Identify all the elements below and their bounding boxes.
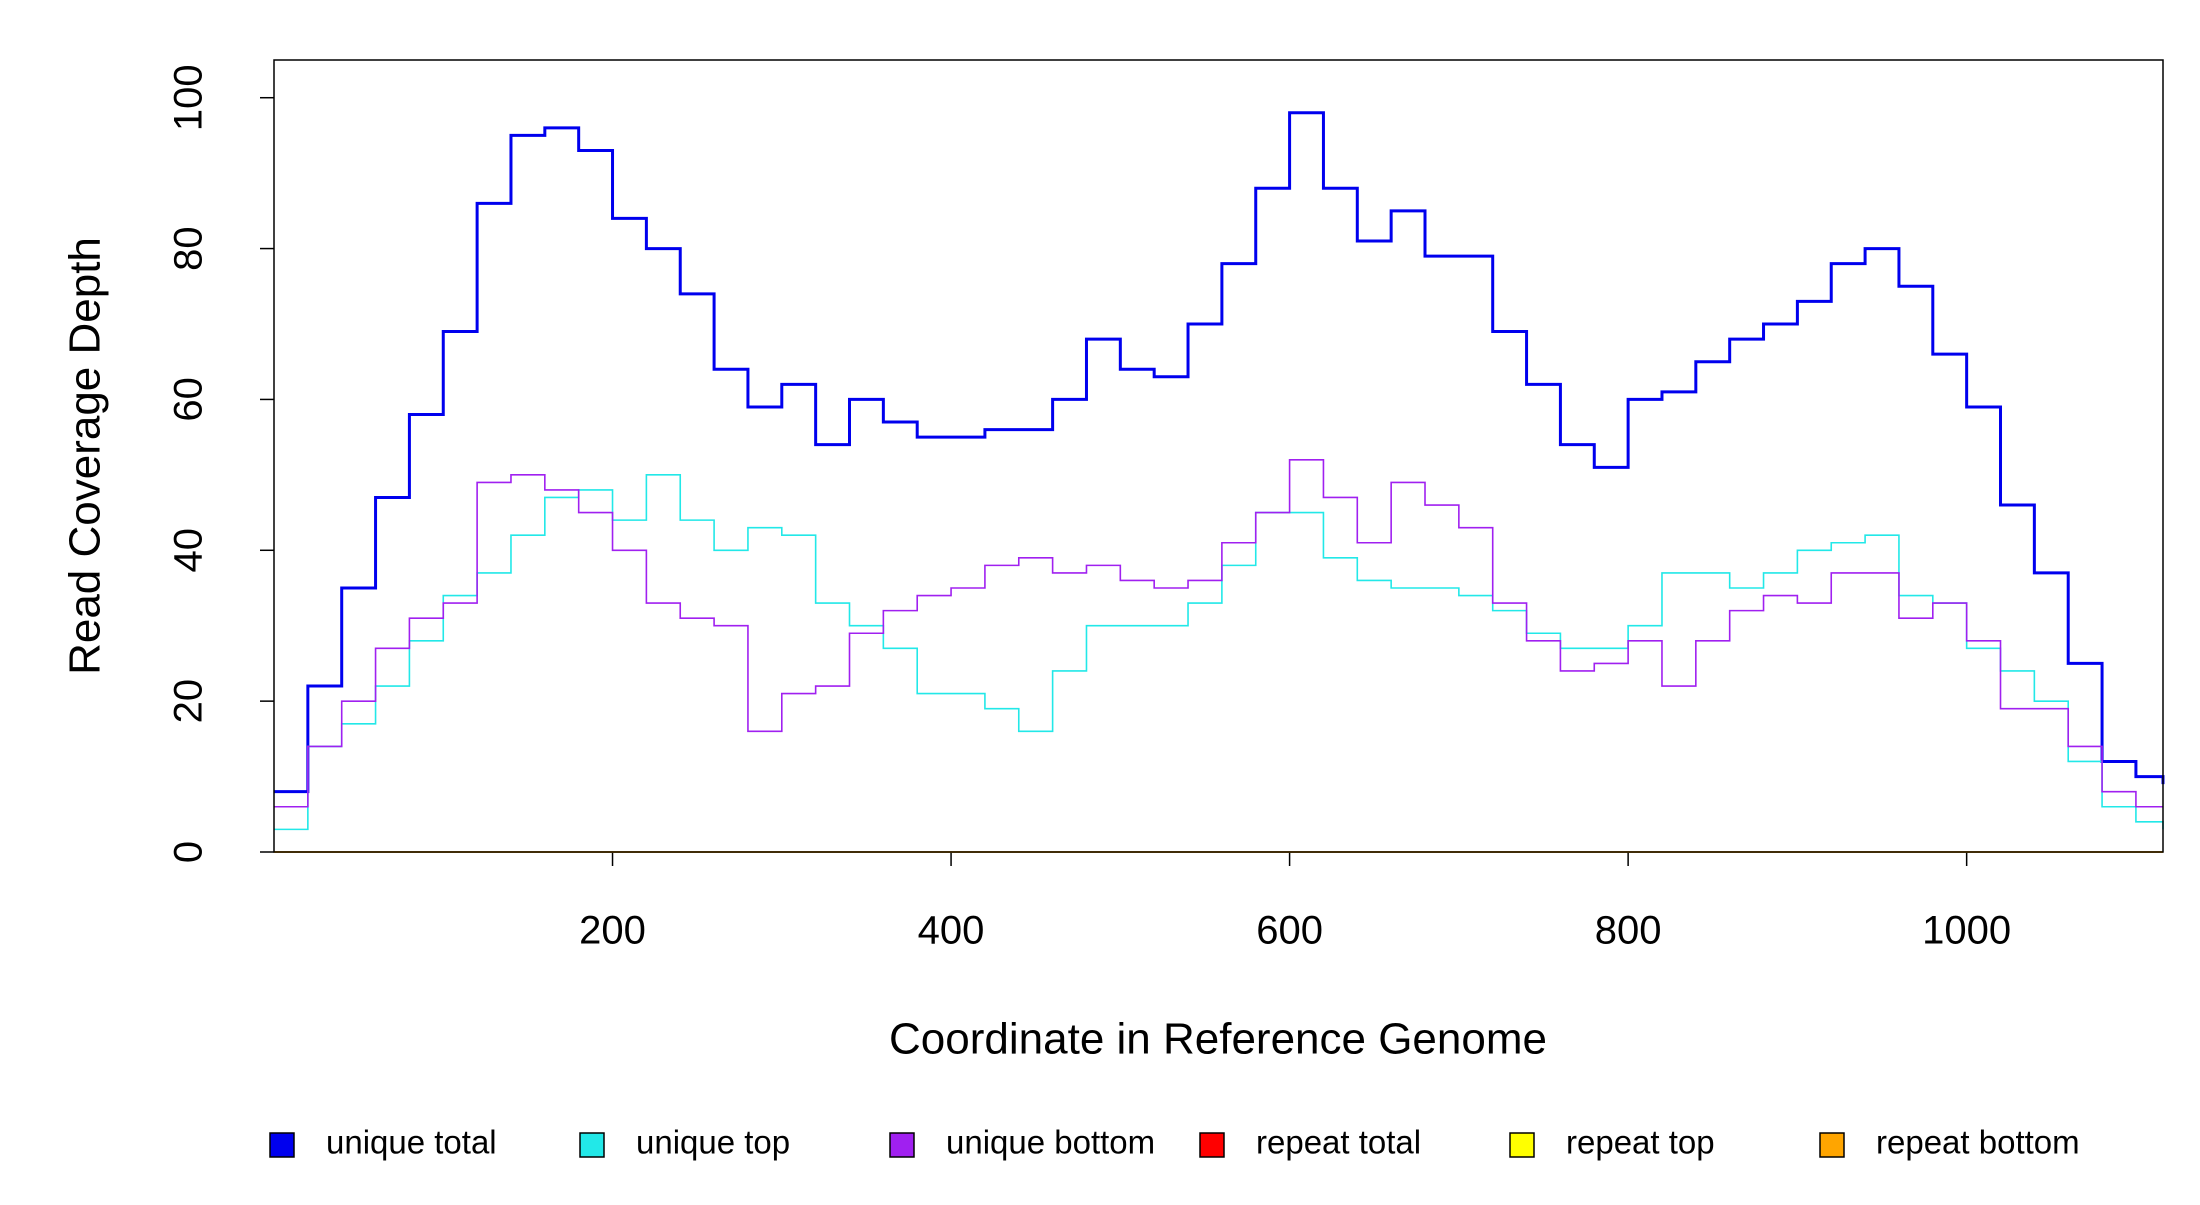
y-axis-title: Read Coverage Depth xyxy=(61,237,110,675)
y-tick-label: 100 xyxy=(167,64,211,131)
y-tick-label: 20 xyxy=(167,679,211,724)
legend-label: unique total xyxy=(326,1124,497,1161)
legend-swatch xyxy=(889,1132,915,1158)
series-line xyxy=(274,111,2165,794)
x-tick-label: 800 xyxy=(1595,909,1662,953)
x-axis-title: Coordinate in Reference Genome xyxy=(889,1015,1547,1064)
x-tick-label: 600 xyxy=(1256,909,1323,953)
legend-label: repeat bottom xyxy=(1876,1124,2080,1161)
y-tick-label: 40 xyxy=(167,528,211,573)
legend-label: unique top xyxy=(636,1124,790,1161)
series-line xyxy=(274,458,2163,808)
legend-label: unique bottom xyxy=(946,1124,1155,1161)
legend-swatch xyxy=(1199,1132,1225,1158)
legend-swatch xyxy=(1509,1132,1535,1158)
series-line xyxy=(274,474,2164,831)
legend-label: repeat top xyxy=(1566,1124,1715,1161)
x-tick-label: 400 xyxy=(918,909,985,953)
x-tick-label: 1000 xyxy=(1922,909,2011,953)
x-tick-label: 200 xyxy=(579,909,646,953)
plot-frame xyxy=(273,59,2164,853)
legend-swatch xyxy=(579,1132,605,1158)
y-tick-label: 60 xyxy=(167,377,211,422)
legend-label: repeat total xyxy=(1256,1124,1421,1161)
y-tick-label: 0 xyxy=(167,841,211,863)
y-tick-label: 80 xyxy=(167,226,211,270)
legend-swatch xyxy=(1819,1132,1845,1158)
legend-swatch xyxy=(269,1132,295,1158)
